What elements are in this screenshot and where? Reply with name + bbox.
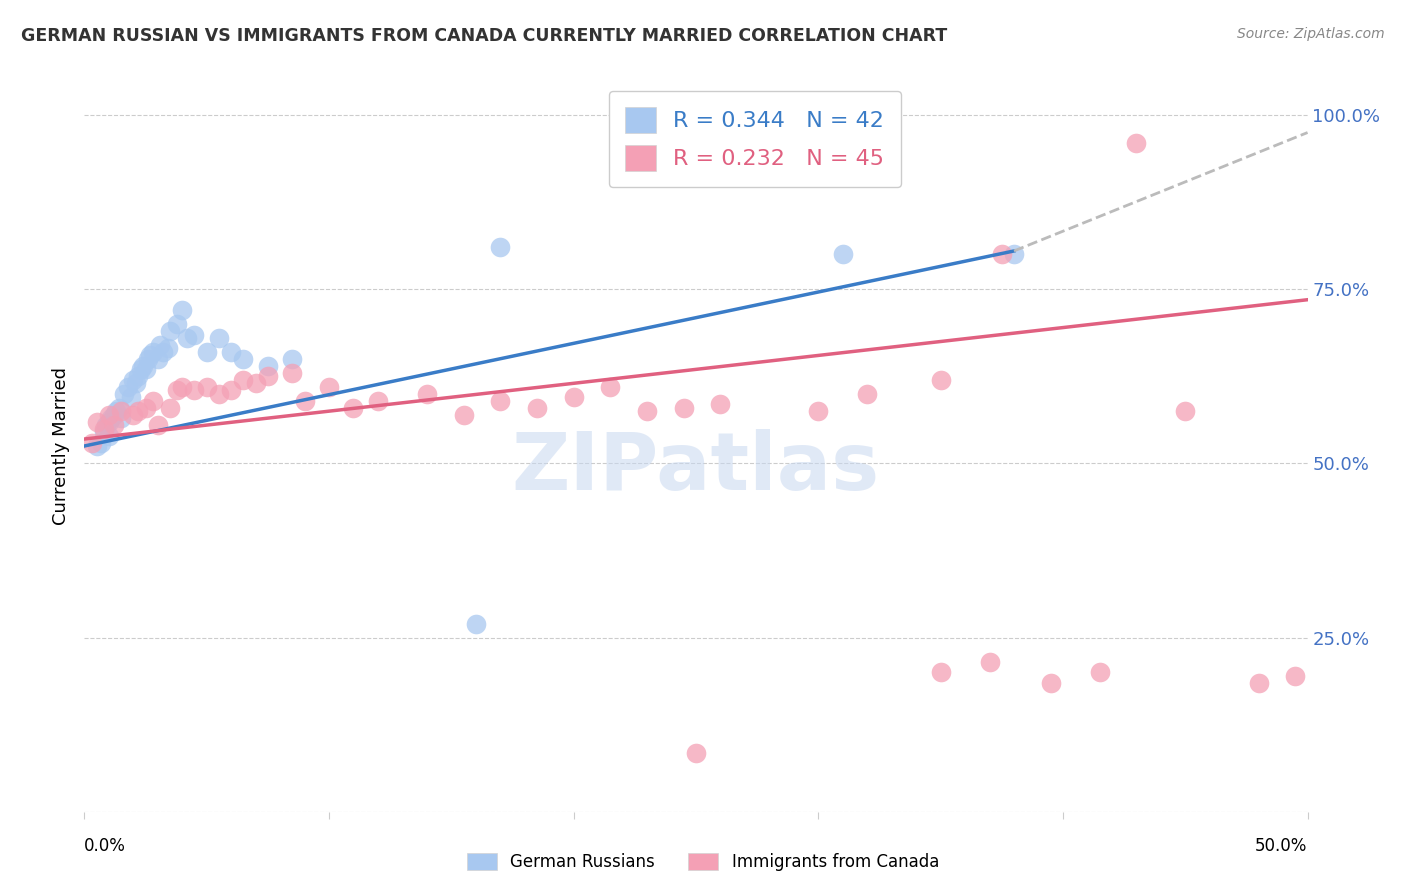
Point (245, 376, 267, 391)
Point (142, 345, 165, 359)
Point (142, 393, 165, 408)
Point (342, 401, 364, 415)
Point (195, 380, 218, 394)
Point (416, 386, 439, 401)
Point (709, 397, 731, 411)
Point (166, 384, 188, 398)
Text: 0.0%: 0.0% (84, 838, 127, 855)
Point (219, 345, 242, 359)
Point (93, 421, 115, 435)
Point (110, 404, 132, 418)
Point (135, 362, 157, 376)
Point (1088, 665, 1111, 680)
Point (129, 362, 152, 376)
Point (100, 411, 122, 425)
Point (232, 351, 254, 366)
Point (166, 317, 188, 331)
Point (112, 386, 135, 401)
Point (110, 411, 132, 425)
Point (294, 393, 316, 408)
Point (97, 428, 120, 442)
Point (120, 390, 142, 404)
Point (97, 408, 120, 422)
Point (318, 380, 340, 394)
Point (149, 338, 172, 352)
Point (90, 435, 112, 450)
Point (105, 404, 128, 418)
Text: ZIPatlas: ZIPatlas (512, 429, 880, 507)
Point (93, 425, 115, 439)
Point (122, 408, 145, 422)
Point (489, 240, 512, 254)
Point (132, 359, 155, 373)
Point (103, 408, 125, 422)
Point (257, 359, 280, 373)
Point (127, 369, 149, 384)
Point (122, 373, 145, 387)
Point (86, 439, 108, 453)
Point (464, 616, 486, 631)
Point (636, 404, 658, 418)
Point (1039, 676, 1062, 690)
Point (146, 418, 169, 433)
Legend: German Russians, Immigrants from Canada: German Russians, Immigrants from Canada (458, 845, 948, 880)
Point (107, 401, 129, 415)
Point (1002, 247, 1025, 261)
Point (991, 247, 1014, 261)
Point (1125, 136, 1147, 150)
Point (183, 327, 205, 342)
Point (136, 351, 159, 366)
Point (232, 373, 254, 387)
Point (172, 303, 194, 318)
Point (97, 415, 120, 429)
Text: GERMAN RUSSIAN VS IMMIGRANTS FROM CANADA CURRENTLY MARRIED CORRELATION CHART: GERMAN RUSSIAN VS IMMIGRANTS FROM CANADA… (21, 27, 948, 45)
Point (526, 401, 548, 415)
Point (367, 393, 389, 408)
Point (208, 386, 231, 401)
Text: Source: ZipAtlas.com: Source: ZipAtlas.com (1237, 27, 1385, 41)
Point (453, 408, 475, 422)
Point (281, 366, 304, 380)
Point (489, 393, 512, 408)
Point (159, 324, 181, 338)
Point (685, 746, 707, 760)
Point (135, 401, 157, 415)
Point (856, 386, 879, 401)
Legend: R = 0.344   N = 42, R = 0.232   N = 45: R = 0.344 N = 42, R = 0.232 N = 45 (609, 91, 901, 187)
Point (172, 380, 194, 394)
Point (1284, 669, 1306, 683)
Point (1247, 676, 1270, 690)
Point (159, 401, 181, 415)
Point (831, 247, 853, 261)
Text: 50.0%: 50.0% (1256, 838, 1308, 855)
Point (599, 380, 621, 394)
Point (929, 373, 952, 387)
Point (195, 345, 218, 359)
Point (929, 665, 952, 680)
Point (219, 384, 242, 398)
Point (1174, 404, 1197, 418)
Y-axis label: Currently Married: Currently Married (52, 367, 70, 525)
Point (117, 380, 139, 394)
Point (146, 351, 169, 366)
Point (127, 404, 149, 418)
Point (103, 418, 125, 433)
Point (80, 435, 103, 450)
Point (281, 351, 304, 366)
Point (257, 369, 280, 384)
Point (156, 342, 179, 356)
Point (125, 376, 148, 391)
Point (139, 348, 162, 362)
Point (86, 415, 108, 429)
Point (562, 390, 585, 404)
Point (183, 384, 205, 398)
Point (96, 418, 118, 433)
Point (176, 331, 198, 345)
Point (979, 655, 1001, 669)
Point (152, 345, 174, 359)
Point (672, 401, 695, 415)
Point (208, 331, 231, 345)
Point (807, 404, 830, 418)
